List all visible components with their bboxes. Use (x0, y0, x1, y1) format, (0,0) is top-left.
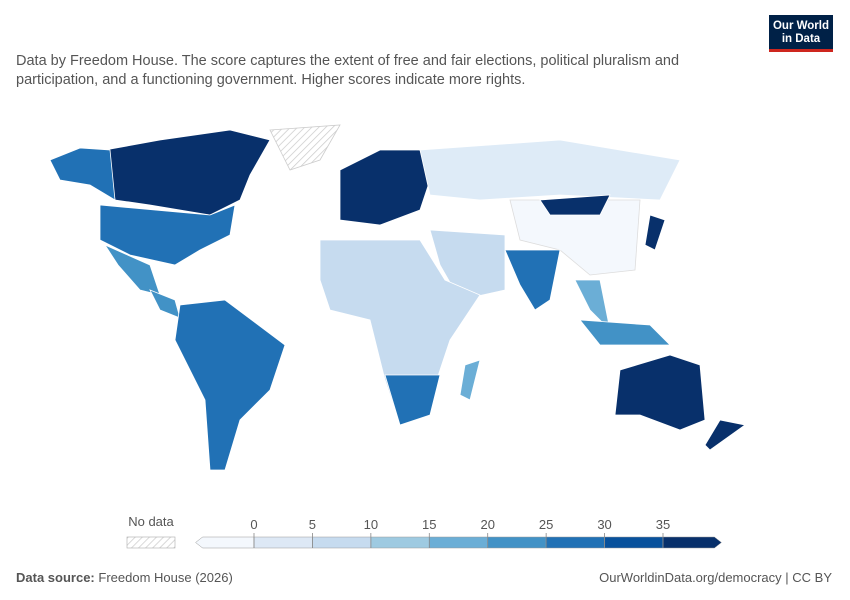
country[interactable] (429, 229, 506, 301)
legend-bin (662, 536, 722, 549)
country[interactable] (49, 147, 116, 201)
legend-bin (195, 536, 255, 549)
legend-tick-label: 0 (250, 517, 257, 532)
country[interactable] (103, 244, 161, 296)
country[interactable] (99, 204, 236, 266)
country[interactable] (704, 419, 746, 451)
country[interactable] (504, 249, 561, 311)
country[interactable] (384, 374, 441, 426)
legend-bin (545, 536, 605, 549)
legend-bin (370, 536, 430, 549)
legend-tick-label: 35 (656, 517, 670, 532)
legend-bin (253, 536, 313, 549)
legend-bin (429, 536, 488, 549)
legend-bin (604, 536, 664, 549)
country[interactable] (579, 319, 671, 346)
legend-bin (312, 536, 372, 549)
url[interactable]: OurWorldinData.org/democracy | CC BY (599, 570, 832, 585)
country[interactable] (339, 149, 431, 226)
legend-scale: 0 5 10 15 20 25 30 35 (195, 517, 722, 549)
legend-tick-label: 15 (422, 517, 436, 532)
country[interactable] (149, 289, 181, 319)
logo-text: in Data (781, 33, 821, 45)
no-data-label: No data (128, 514, 174, 529)
source-text: Freedom House (2026) (98, 570, 233, 585)
logo[interactable]: Our World in Data (769, 15, 833, 52)
country[interactable] (614, 354, 706, 431)
legend-tick-label: 20 (480, 517, 494, 532)
country[interactable] (269, 124, 341, 171)
countries (49, 124, 746, 471)
country[interactable] (459, 359, 481, 401)
subtitle: Data by Freedom House. The score capture… (16, 53, 680, 88)
country[interactable] (174, 299, 286, 471)
country[interactable] (104, 129, 271, 216)
no-data-swatch (126, 536, 176, 549)
legend-tick-label: 10 (364, 517, 378, 532)
country[interactable] (509, 199, 641, 276)
legend-tick-label: 5 (309, 517, 316, 532)
legend-tick-label: 25 (539, 517, 553, 532)
country[interactable] (419, 139, 681, 201)
country[interactable] (644, 214, 666, 251)
source-label: Data source: (16, 570, 95, 585)
source: Data source: Freedom House (2026) (16, 570, 233, 585)
logo-text: Our World (772, 20, 829, 32)
legend-bin (487, 536, 547, 549)
legend-tick-label: 30 (597, 517, 611, 532)
country[interactable] (539, 194, 611, 216)
